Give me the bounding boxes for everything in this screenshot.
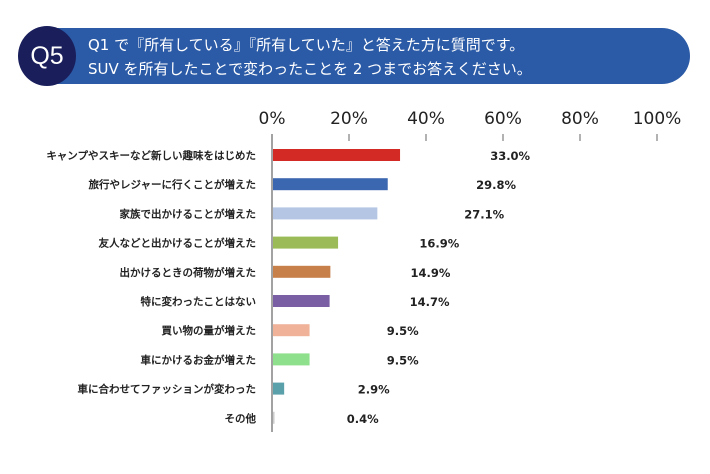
value-label: 14.9% (411, 266, 451, 280)
bar (273, 149, 401, 161)
value-label: 27.1% (464, 207, 504, 221)
bar (273, 411, 275, 424)
x-tick-label: 20% (330, 109, 368, 129)
bar (273, 324, 310, 337)
question-line-1: Q1 で『所有している』『所有していた』と答えた方に質問です。 (88, 36, 525, 54)
category-label: 出かけるときの荷物が増えた (120, 266, 257, 279)
category-label: 買い物の量が増えた (162, 324, 257, 337)
value-label: 2.9% (358, 383, 390, 397)
bar (273, 265, 331, 278)
x-tick-label: 60% (484, 109, 522, 129)
category-label: 車に合わせてファッションが変わった (78, 383, 257, 396)
category-label: 特に変わったことはない (141, 295, 257, 308)
category-label: 旅行やレジャーに行くことが増えた (89, 178, 256, 191)
bar (273, 207, 378, 220)
question-banner (22, 28, 690, 84)
x-tick-label: 100% (633, 109, 682, 129)
category-label: キャンプやスキーなど新しい趣味をはじめた (46, 149, 256, 162)
x-tick-label: 80% (561, 109, 599, 129)
value-label: 14.7% (410, 295, 450, 309)
bar (273, 236, 339, 249)
value-label: 9.5% (387, 353, 419, 367)
bar (273, 382, 285, 395)
x-tick-label: 0% (259, 109, 286, 129)
category-label: 家族で出かけることが増えた (120, 207, 257, 220)
value-label: 33.0% (490, 149, 530, 163)
bar (273, 295, 330, 307)
category-label: 友人などと出かけることが増えた (98, 237, 257, 250)
value-label: 0.4% (347, 412, 379, 426)
question-badge: Q5 (18, 26, 76, 86)
value-label: 9.5% (387, 324, 419, 338)
bar (273, 353, 310, 366)
category-label: 車にかけるお金が増えた (141, 353, 257, 366)
value-label: 16.9% (419, 237, 459, 251)
value-label: 29.8% (476, 178, 516, 192)
question-line-2: SUV を所有したことで変わったことを 2 つまでお答えください。 (88, 60, 532, 78)
bar (273, 178, 388, 191)
category-label: その他 (225, 412, 257, 425)
x-tick-label: 40% (407, 109, 445, 129)
